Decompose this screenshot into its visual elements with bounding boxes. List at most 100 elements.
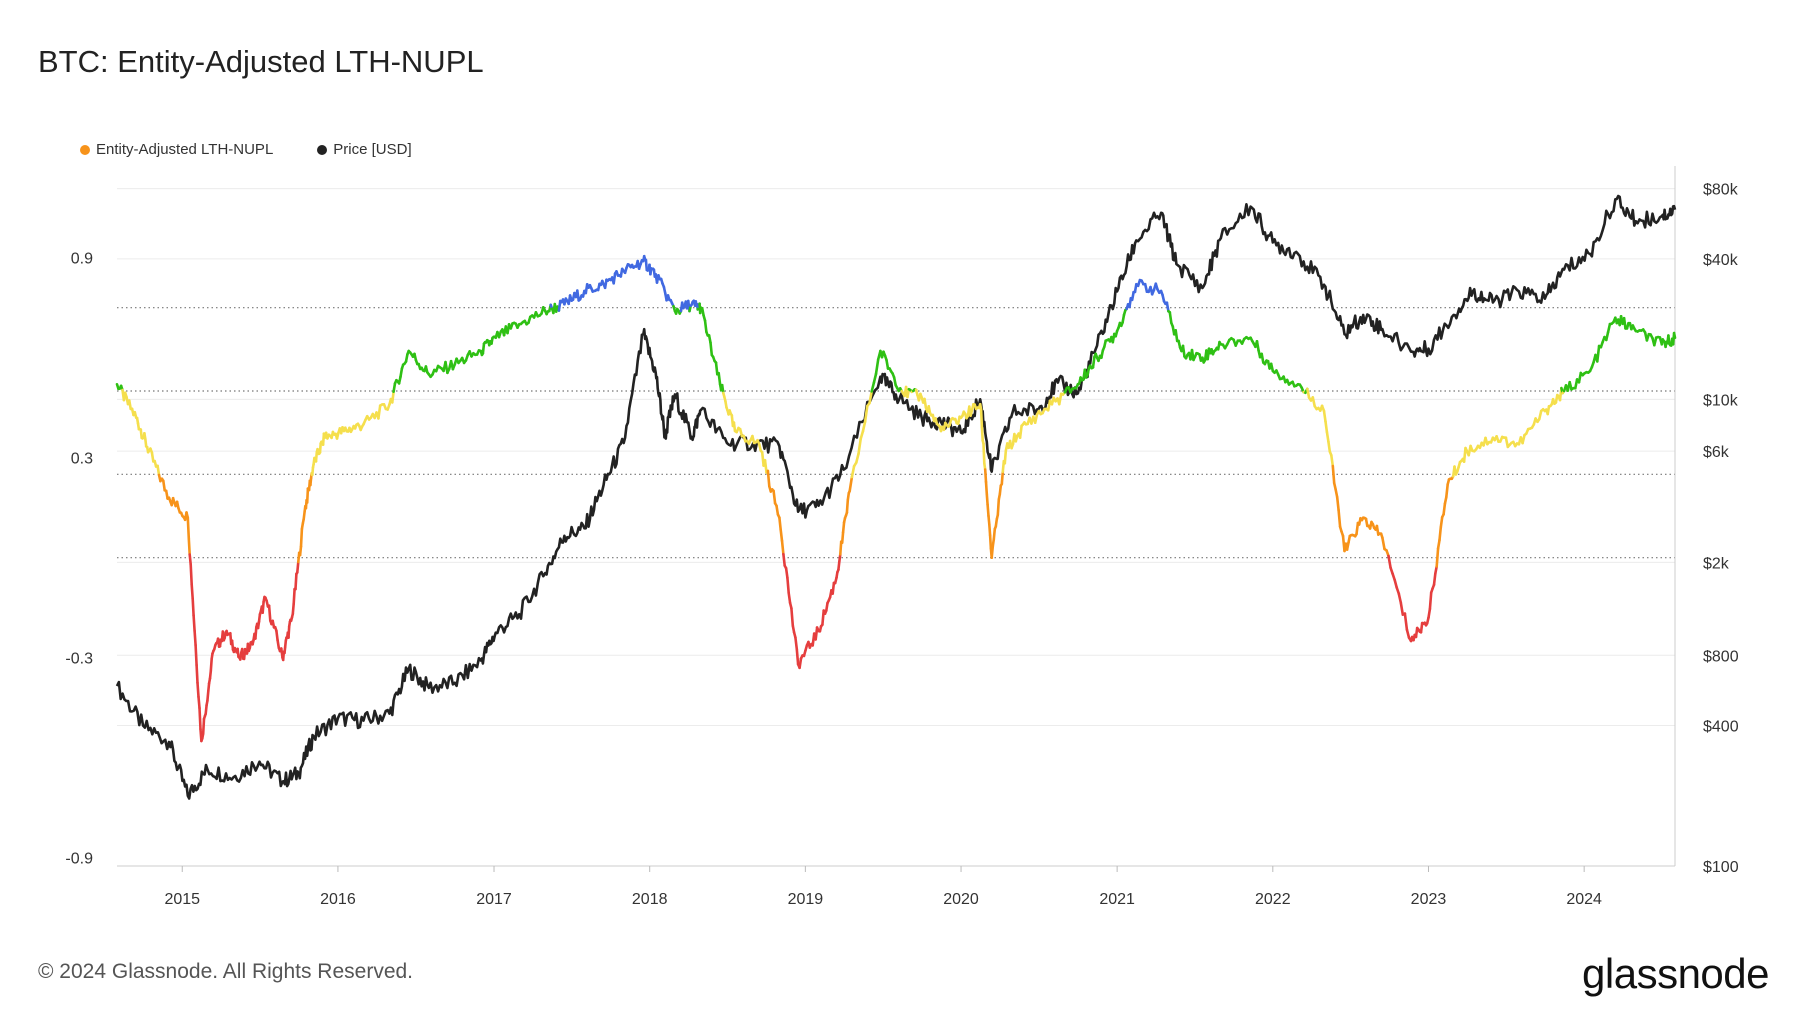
nupl-segment bbox=[1311, 396, 1316, 408]
nupl-segment bbox=[267, 604, 272, 622]
legend-label-nupl: Entity-Adjusted LTH-NUPL bbox=[96, 141, 274, 158]
nupl-segment bbox=[275, 629, 279, 642]
nupl-segment bbox=[399, 367, 404, 379]
nupl-segment bbox=[150, 451, 155, 463]
nupl-segment bbox=[766, 469, 771, 488]
nupl-segment bbox=[1355, 521, 1360, 536]
nupl-segment bbox=[194, 643, 198, 667]
nupl-segment bbox=[831, 581, 836, 595]
nupl-segment bbox=[1439, 515, 1444, 529]
nupl-segment bbox=[294, 572, 298, 591]
nupl-segment bbox=[204, 703, 208, 716]
nupl-segment bbox=[1605, 330, 1610, 342]
nupl-segment bbox=[780, 539, 785, 556]
x-tick-label: 2016 bbox=[320, 891, 356, 908]
nupl-segment bbox=[786, 576, 791, 595]
nupl-segment bbox=[305, 487, 310, 504]
nupl-segment bbox=[990, 544, 995, 560]
x-tick-label: 2017 bbox=[476, 891, 512, 908]
copyright-footer: © 2024 Glassnode. All Rights Reserved. bbox=[38, 960, 414, 983]
nupl-segment bbox=[863, 404, 869, 424]
price-line bbox=[115, 194, 1677, 800]
glassnode-logo: glassnode bbox=[1582, 950, 1769, 997]
y-right-tick-label: $40k bbox=[1703, 252, 1739, 269]
nupl-segment bbox=[186, 516, 191, 540]
nupl-segment bbox=[390, 390, 395, 404]
y-right-tick-label: $2k bbox=[1703, 555, 1730, 572]
legend-item-nupl[interactable]: Entity-Adjusted LTH-NUPL bbox=[80, 141, 273, 158]
nupl-segment bbox=[1436, 538, 1441, 550]
nupl-segment bbox=[254, 625, 258, 640]
nupl-segment bbox=[299, 527, 304, 548]
nupl-segment bbox=[1335, 495, 1340, 512]
nupl-segment bbox=[763, 458, 768, 474]
nupl-segment bbox=[872, 372, 878, 385]
nupl-segment bbox=[302, 509, 307, 521]
nupl-segment bbox=[314, 450, 319, 463]
x-tick-label: 2024 bbox=[1566, 891, 1602, 908]
nupl-segment bbox=[318, 442, 323, 454]
y-right-tick-label: $100 bbox=[1703, 859, 1739, 876]
nupl-segment bbox=[985, 492, 989, 507]
nupl-segment bbox=[1174, 328, 1179, 343]
nupl-segment bbox=[156, 464, 161, 477]
nupl-segment bbox=[191, 597, 195, 617]
nupl-segment bbox=[1445, 482, 1449, 499]
threshold-lines bbox=[117, 307, 1675, 559]
nupl-segment bbox=[1672, 331, 1677, 340]
price-series bbox=[115, 194, 1677, 800]
nupl-segment bbox=[1387, 554, 1392, 570]
nupl-segment bbox=[207, 681, 211, 693]
x-tick-label: 2021 bbox=[1099, 891, 1135, 908]
nupl-segment bbox=[861, 420, 867, 433]
nupl-segment bbox=[1438, 525, 1443, 542]
nupl-segment bbox=[1419, 621, 1424, 634]
nupl-segment bbox=[1255, 339, 1260, 352]
nupl-segment bbox=[1405, 628, 1411, 640]
nupl-segment bbox=[987, 522, 992, 537]
nupl-segment bbox=[837, 560, 841, 572]
nupl-segment bbox=[1322, 409, 1327, 423]
nupl-segment bbox=[162, 479, 166, 492]
nupl-segment bbox=[1667, 334, 1671, 346]
nupl-segment bbox=[988, 533, 993, 550]
nupl-segment bbox=[868, 390, 874, 405]
nupl-segment bbox=[1000, 470, 1005, 486]
nupl-segment bbox=[980, 425, 985, 442]
nupl-segment bbox=[1622, 316, 1627, 330]
nupl-segment bbox=[885, 358, 890, 370]
nupl-segment bbox=[1331, 464, 1336, 485]
nupl-segment bbox=[870, 381, 876, 393]
legend-dot-price bbox=[317, 144, 328, 155]
nupl-segment bbox=[717, 371, 722, 386]
nupl-segment bbox=[1403, 612, 1409, 631]
nupl-segment bbox=[892, 375, 898, 387]
nupl-segment bbox=[481, 342, 486, 355]
nupl-segment bbox=[840, 530, 845, 545]
nupl-segment bbox=[1596, 344, 1601, 363]
nupl-segment bbox=[1428, 591, 1433, 611]
legend-dot-nupl bbox=[80, 144, 90, 155]
nupl-segment bbox=[198, 706, 202, 731]
nupl-segment bbox=[1306, 387, 1311, 400]
nupl-segment bbox=[996, 498, 1001, 517]
nupl-segment bbox=[192, 614, 196, 633]
y-right-tick-label: $400 bbox=[1703, 719, 1739, 736]
nupl-segment bbox=[196, 681, 200, 699]
nupl-segment bbox=[201, 717, 206, 735]
nupl-segment bbox=[1330, 453, 1335, 468]
legend-item-price[interactable]: Price [USD] bbox=[317, 141, 412, 158]
nupl-segment bbox=[848, 475, 854, 493]
nupl-segment bbox=[1058, 392, 1063, 406]
x-tick-label: 2015 bbox=[164, 891, 200, 908]
nupl-segment bbox=[778, 516, 783, 532]
nupl-segment bbox=[732, 421, 737, 433]
legend-label-price: Price [USD] bbox=[333, 141, 412, 158]
gridlines bbox=[117, 188, 1675, 867]
nupl-segment bbox=[782, 552, 787, 567]
x-tick-label: 2023 bbox=[1411, 891, 1447, 908]
x-tick-label: 2020 bbox=[943, 891, 979, 908]
nupl-segment bbox=[1546, 404, 1551, 416]
nupl-segment bbox=[1325, 430, 1330, 443]
nupl-segment bbox=[298, 545, 303, 557]
